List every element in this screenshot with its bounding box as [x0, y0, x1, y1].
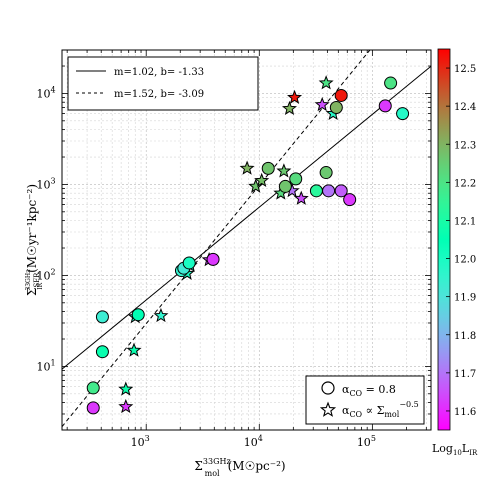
colorbar-tick-label: 12.1 [454, 216, 476, 227]
circle-marker [319, 166, 333, 180]
colorbar-tick-label: 11.7 [454, 369, 476, 380]
colorbar-ticks: 11.6 11.7 11.8 11.9 12.0 12.1 12.2 12.3 12.4 12.5 [446, 64, 476, 418]
data-markers [86, 75, 410, 415]
x-tick-label: 104 [244, 434, 263, 449]
star-marker [254, 172, 270, 188]
fit-legend-box [67, 56, 259, 111]
legend-star-icon [319, 401, 337, 417]
circle-marker [95, 310, 109, 324]
y-tick-label: 101 [36, 358, 55, 373]
y-axis-label: ΣSFR33GHz IR(M☉yr⁻¹kpc⁻²) [25, 184, 44, 296]
axis-ticks: 103 104 105 101 102 103 104 [36, 49, 431, 449]
x-tick-label: 103 [131, 434, 150, 449]
star-marker [287, 89, 303, 104]
fit-legend-dashed-label: m=1.52, b= -3.09 [114, 89, 204, 100]
star-marker [318, 75, 334, 90]
star-marker [276, 163, 292, 178]
fit-line-dashed [62, 50, 371, 427]
colorbar-tick-label: 11.8 [454, 331, 476, 342]
legend-circle-label: αCO = 0.8 [342, 383, 396, 398]
circle-marker [384, 76, 398, 90]
colorbar-tick-label: 12.3 [454, 140, 476, 151]
colorbar-tick-label: 12.5 [454, 64, 476, 75]
colorbar-tick-label: 12.0 [454, 255, 476, 266]
y-tick-label: 103 [36, 176, 55, 191]
circle-marker [329, 101, 343, 115]
circle-marker [206, 252, 220, 266]
circle-marker [334, 184, 348, 198]
circle-marker [182, 256, 196, 270]
circle-marker [334, 88, 348, 102]
colorbar-label: Log10LIR [432, 442, 478, 457]
circle-marker [289, 172, 303, 186]
circle-marker [86, 381, 100, 395]
circle-marker [309, 184, 323, 198]
star-marker [126, 342, 142, 357]
fit-legend-solid-label: m=1.02, b= -1.33 [114, 67, 204, 78]
y-tick-label: 104 [36, 85, 55, 100]
circle-marker [95, 345, 109, 359]
colorbar: 11.6 11.7 11.8 11.9 12.0 12.1 12.2 12.3 12.4 12.5… [432, 48, 478, 457]
legend-star-label: αCO ∝ Σmol−0.5 [342, 400, 419, 419]
x-tick-label: 105 [357, 434, 376, 449]
y-tick-label: 102 [36, 267, 55, 282]
colorbar-tick-label: 12.4 [454, 102, 476, 113]
star-marker [293, 190, 309, 205]
circle-marker [343, 193, 357, 207]
grid [62, 50, 431, 430]
star-marker [153, 307, 169, 323]
fit-line-solid [62, 65, 431, 370]
fit-legend: m=1.02, b= -1.33 m=1.52, b= -3.09 [67, 56, 259, 111]
star-marker [239, 160, 255, 175]
colorbar-tick-label: 12.2 [454, 178, 476, 189]
circle-marker [131, 308, 145, 322]
star-marker [118, 398, 134, 414]
plot-frame [61, 49, 432, 431]
star-marker [282, 100, 297, 116]
x-axis-label: Σ33GHz mol(M☉pc⁻²) [194, 457, 285, 478]
colorbar-tick-label: 11.6 [454, 407, 476, 418]
circle-marker [261, 161, 275, 175]
circle-marker [378, 99, 392, 113]
circle-marker [396, 107, 410, 121]
marker-legend: αCO = 0.8 αCO ∝ Σmol−0.5 [305, 375, 425, 425]
circle-marker [86, 401, 100, 415]
legend-circle-icon [321, 381, 335, 395]
circle-marker [278, 179, 292, 193]
star-marker [314, 96, 330, 112]
fit-lines [62, 50, 431, 427]
circle-marker [322, 184, 336, 198]
colorbar-tick-label: 11.9 [454, 293, 476, 304]
star-marker [118, 381, 134, 396]
